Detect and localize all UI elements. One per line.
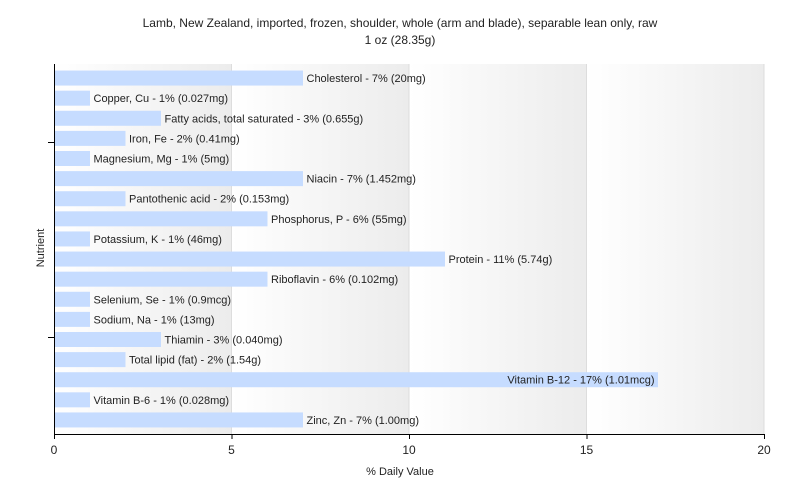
bar-label: Fatty acids, total saturated - 3% (0.655… [165, 113, 364, 125]
bar-label: Niacin - 7% (1.452mg) [307, 174, 416, 186]
x-tick-label: 0 [51, 443, 58, 457]
bar-label: Pantothenic acid - 2% (0.153mg) [129, 194, 289, 206]
bar-label: Sodium, Na - 1% (13mg) [94, 314, 215, 326]
bar [54, 171, 303, 187]
x-tick-label: 5 [228, 443, 235, 457]
bar [54, 191, 126, 207]
bar-label: Vitamin B-12 - 17% (1.01mcg) [507, 375, 654, 387]
bar [54, 211, 268, 227]
bar-label: Copper, Cu - 1% (0.027mg) [94, 93, 229, 105]
bar [54, 271, 268, 287]
bar-label: Riboflavin - 6% (0.102mg) [271, 274, 398, 286]
bar-label: Phosphorus, P - 6% (55mg) [271, 214, 407, 226]
bar-label: Magnesium, Mg - 1% (5mg) [94, 154, 230, 166]
bar [54, 291, 90, 307]
chart-title: Lamb, New Zealand, imported, frozen, sho… [142, 16, 658, 30]
x-tick-label: 15 [580, 443, 594, 457]
bar-label: Protein - 11% (5.74g) [449, 254, 553, 266]
bar [54, 130, 126, 146]
bar [54, 151, 90, 166]
bar-label: Zinc, Zn - 7% (1.00mg) [307, 415, 419, 427]
bar-label: Total lipid (fat) - 2% (1.54g) [129, 355, 261, 367]
bar [54, 311, 90, 327]
bar-label: Thiamin - 3% (0.040mg) [165, 335, 283, 347]
x-axis-title: % Daily Value [366, 466, 434, 478]
bar-label: Potassium, K - 1% (46mg) [94, 234, 222, 246]
bar-label: Vitamin B-6 - 1% (0.028mg) [94, 395, 230, 407]
bar [54, 251, 445, 267]
bar [54, 352, 126, 368]
bar-label: Selenium, Se - 1% (0.9mcg) [94, 294, 232, 306]
bar-label: Iron, Fe - 2% (0.41mg) [129, 133, 240, 145]
bar [54, 332, 161, 347]
bar [54, 231, 90, 247]
x-tick-label: 10 [402, 443, 416, 457]
bar-label: Cholesterol - 7% (20mg) [307, 73, 426, 85]
bar [54, 392, 90, 408]
bar [54, 70, 303, 86]
x-tick-label: 20 [757, 443, 771, 457]
bar [54, 110, 161, 126]
chart-subtitle: 1 oz (28.35g) [364, 33, 436, 47]
bar [54, 372, 658, 388]
bar [54, 90, 90, 106]
bar [54, 412, 303, 428]
